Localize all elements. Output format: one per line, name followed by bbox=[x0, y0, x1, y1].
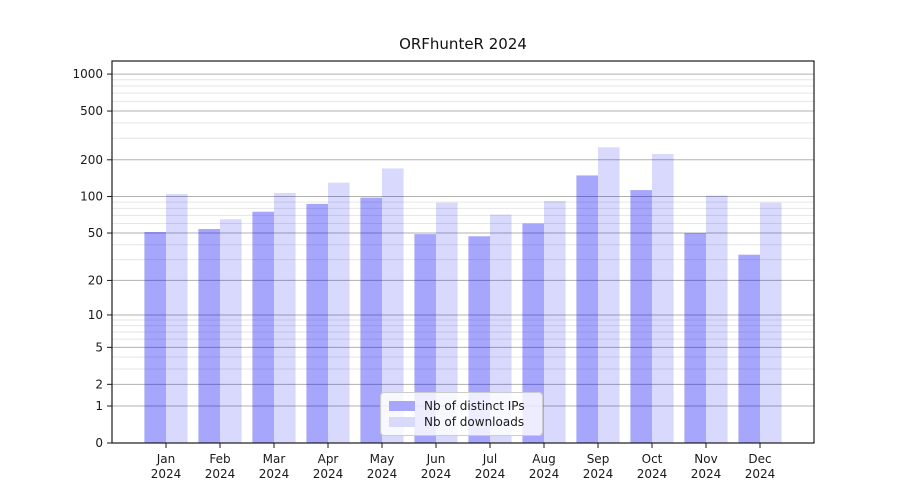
y-tick-label: 500 bbox=[80, 104, 103, 118]
x-tick-label-month: Sep bbox=[587, 452, 610, 466]
bar-downloads-aug bbox=[544, 200, 566, 443]
bar-downloads-dec bbox=[760, 202, 782, 443]
bar-distinct-ips-sep bbox=[576, 175, 598, 443]
legend-swatch-downloads bbox=[389, 417, 415, 427]
legend-label-downloads: Nb of downloads bbox=[424, 415, 525, 429]
x-tick-label-month: Apr bbox=[318, 452, 339, 466]
y-tick-label: 100 bbox=[80, 190, 103, 204]
y-tick-label: 5 bbox=[95, 340, 103, 354]
bar-distinct-ips-jul bbox=[468, 236, 490, 443]
bar-downloads-nov bbox=[706, 195, 728, 443]
x-tick-label-month: May bbox=[370, 452, 395, 466]
x-tick-label-month: Mar bbox=[263, 452, 286, 466]
plot-frame bbox=[111, 60, 815, 444]
bar-distinct-ips-nov bbox=[684, 233, 706, 443]
bar-downloads-mar bbox=[274, 192, 296, 443]
x-tick-label-year: 2024 bbox=[529, 467, 560, 481]
bar-distinct-ips-jan bbox=[144, 232, 166, 443]
x-tick-label-year: 2024 bbox=[745, 467, 776, 481]
x-tick-label-year: 2024 bbox=[637, 467, 668, 481]
x-tick-label-month: Oct bbox=[642, 452, 663, 466]
x-tick-label-year: 2024 bbox=[421, 467, 452, 481]
x-tick-label-year: 2024 bbox=[367, 467, 398, 481]
bar-downloads-apr bbox=[328, 182, 350, 443]
legend: Nb of distinct IPs Nb of downloads bbox=[380, 392, 543, 436]
bar-distinct-ips-apr bbox=[306, 203, 328, 443]
y-tick-label: 1 bbox=[95, 399, 103, 413]
bar-distinct-ips-may bbox=[360, 197, 382, 443]
x-tick-label-year: 2024 bbox=[475, 467, 506, 481]
bar-downloads-jul bbox=[490, 214, 512, 443]
legend-label-distinct-ips: Nb of distinct IPs bbox=[424, 399, 525, 413]
bar-distinct-ips-oct bbox=[630, 190, 652, 443]
x-tick-label-month: Jun bbox=[426, 452, 446, 466]
y-tick-label: 2 bbox=[95, 377, 103, 391]
legend-item-distinct-ips: Nb of distinct IPs bbox=[389, 399, 532, 413]
y-tick-label: 20 bbox=[88, 273, 103, 287]
y-tick-label: 10 bbox=[88, 308, 103, 322]
y-tick-label: 0 bbox=[95, 436, 103, 450]
y-tick-label: 50 bbox=[88, 226, 103, 240]
bar-distinct-ips-mar bbox=[252, 211, 274, 443]
x-tick-label-month: Feb bbox=[209, 452, 230, 466]
legend-swatch-distinct-ips bbox=[389, 401, 415, 411]
x-tick-label-month: Jan bbox=[156, 452, 176, 466]
bar-downloads-jan bbox=[166, 193, 188, 443]
bar-distinct-ips-feb bbox=[198, 229, 220, 443]
x-tick-label-year: 2024 bbox=[205, 467, 236, 481]
bar-downloads-may bbox=[382, 168, 404, 443]
x-tick-label-year: 2024 bbox=[583, 467, 614, 481]
x-tick-label-year: 2024 bbox=[313, 467, 344, 481]
bar-downloads-sep bbox=[598, 147, 620, 444]
bar-downloads-feb bbox=[220, 219, 242, 443]
x-tick-label-month: Dec bbox=[748, 452, 771, 466]
bar-distinct-ips-aug bbox=[522, 223, 544, 443]
x-tick-label-month: Nov bbox=[694, 452, 717, 466]
y-tick-label: 200 bbox=[80, 153, 103, 167]
x-tick-label-year: 2024 bbox=[151, 467, 182, 481]
y-tick-label: 1000 bbox=[72, 67, 103, 81]
x-tick-label-year: 2024 bbox=[691, 467, 722, 481]
legend-item-downloads: Nb of downloads bbox=[389, 415, 532, 429]
bar-downloads-oct bbox=[652, 154, 674, 443]
bar-distinct-ips-jun bbox=[414, 234, 436, 443]
bar-downloads-jun bbox=[436, 202, 458, 443]
x-tick-label-year: 2024 bbox=[259, 467, 290, 481]
bar-distinct-ips-dec bbox=[738, 254, 760, 443]
x-tick-label-month: Aug bbox=[532, 452, 555, 466]
x-tick-label-month: Jul bbox=[482, 452, 497, 466]
chart-title: ORFhunteR 2024 bbox=[399, 35, 527, 53]
